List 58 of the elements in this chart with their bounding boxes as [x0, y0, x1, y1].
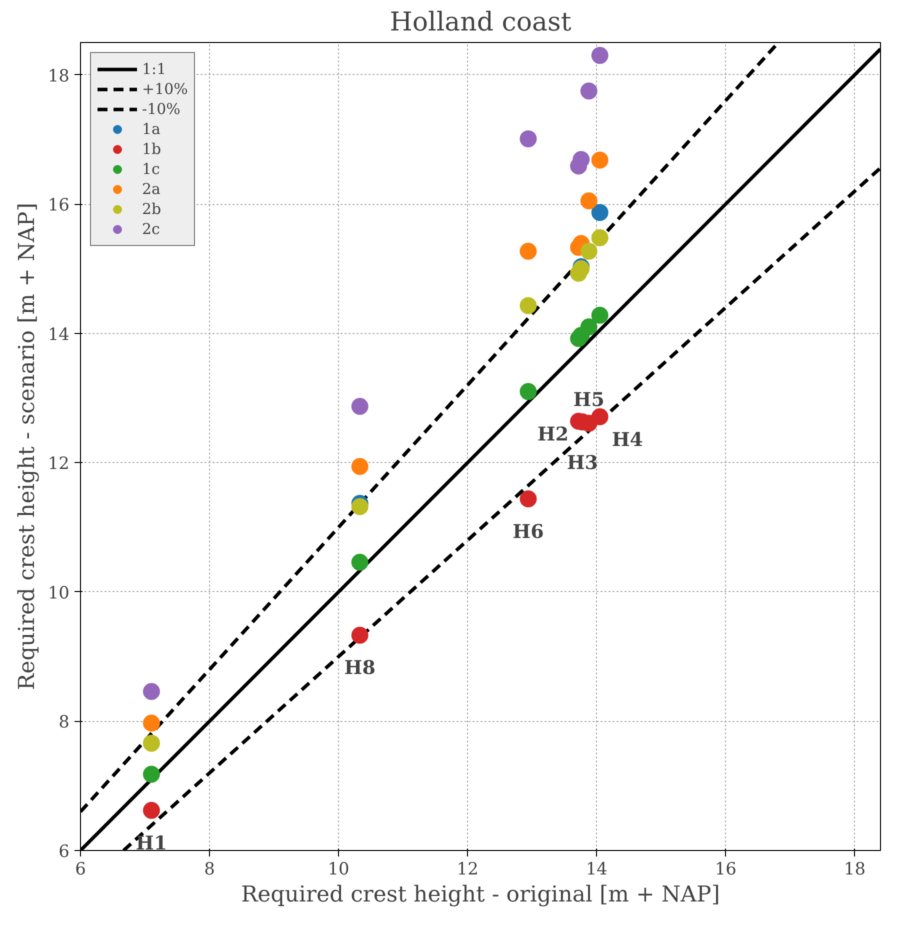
legend-label: 1b: [142, 140, 162, 158]
y-tick-label: 12: [48, 454, 70, 474]
point: [591, 306, 608, 324]
point: [142, 802, 160, 819]
annotation: H2: [537, 423, 569, 446]
point: [591, 229, 608, 246]
point: [520, 297, 537, 314]
point: [591, 204, 608, 221]
point: [591, 46, 608, 64]
annotation: H4: [612, 428, 644, 451]
point: [591, 408, 608, 426]
x-axis-title: Required crest height - original [m + NAP]: [241, 882, 720, 908]
point: [351, 498, 368, 516]
y-tick-label: 8: [58, 712, 70, 733]
point: [520, 383, 537, 400]
point: [142, 683, 160, 700]
y-tick-label: 18: [48, 66, 70, 86]
point: [142, 766, 160, 783]
x-tick-label: 16: [714, 860, 736, 880]
point: [591, 152, 608, 169]
legend-label: 1:1: [142, 60, 166, 78]
y-axis-title: Required crest height - scenario [m + NAP]: [14, 202, 40, 690]
y-tick-label: 6: [58, 842, 70, 862]
annotation: H3: [566, 452, 598, 474]
x-tick-label: 10: [328, 860, 350, 880]
point: [351, 554, 368, 571]
y-tick-label: 10: [48, 583, 70, 604]
annotation: H8: [344, 657, 376, 680]
x-tick-label: 6: [75, 860, 86, 880]
legend-label: 2a: [142, 180, 162, 198]
point: [142, 734, 160, 752]
annotation: H5: [573, 389, 604, 412]
point: [142, 714, 160, 732]
legend-label: 1c: [142, 160, 161, 178]
point: [351, 398, 368, 415]
point: [520, 242, 537, 260]
x-tick-label: 8: [204, 860, 215, 880]
point: [580, 82, 598, 100]
annotation: H1: [136, 832, 168, 854]
legend-label: 1a: [142, 120, 162, 138]
point: [580, 192, 598, 210]
x-tick-label: 18: [844, 860, 866, 880]
point: [520, 490, 537, 508]
point: [351, 626, 368, 644]
chart-title: Holland coast: [390, 8, 572, 38]
annotation: H6: [512, 520, 544, 543]
legend-label: +10%: [142, 80, 188, 98]
legend-label: -10%: [142, 100, 180, 118]
point: [351, 458, 368, 476]
point: [580, 318, 598, 336]
y-tick-label: 14: [48, 324, 70, 345]
point: [580, 242, 598, 260]
legend-label: 2b: [142, 200, 162, 218]
legend-label: 2c: [142, 220, 161, 238]
x-tick-label: 12: [456, 860, 478, 880]
x-tick-label: 14: [586, 860, 608, 880]
y-tick-label: 16: [48, 196, 70, 216]
point: [520, 130, 537, 148]
